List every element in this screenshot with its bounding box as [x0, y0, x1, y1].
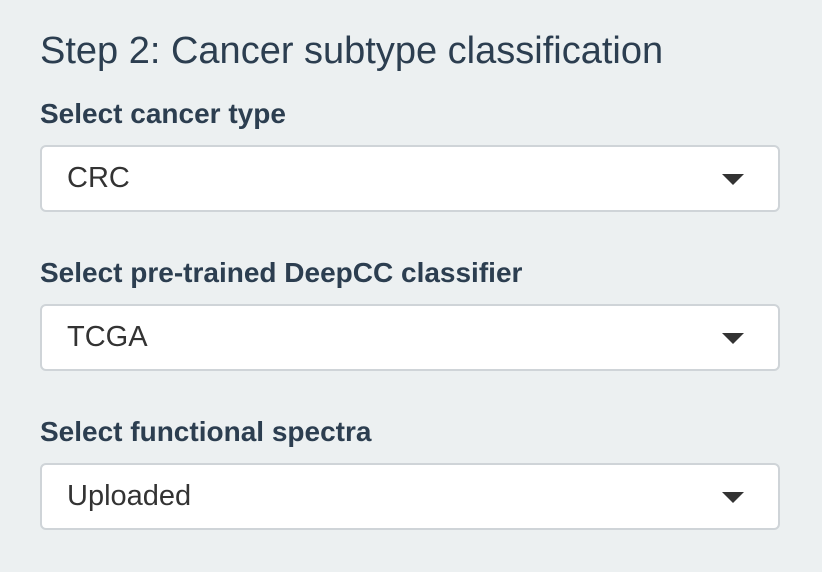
cancer-type-selected-value: CRC — [67, 162, 130, 194]
classifier-label: Select pre-trained DeepCC classifier — [40, 257, 523, 288]
classifier-select[interactable]: TCGA — [40, 304, 780, 371]
caret-down-icon — [722, 333, 744, 344]
caret-down-icon — [722, 174, 744, 185]
cancer-type-label: Select cancer type — [40, 98, 286, 129]
caret-down-icon — [722, 492, 744, 503]
classifier-selected-value: TCGA — [67, 321, 148, 353]
cancer-type-select[interactable]: CRC — [40, 145, 780, 212]
functional-spectra-select[interactable]: Uploaded — [40, 463, 780, 530]
step-title: Step 2: Cancer subtype classification — [40, 30, 664, 72]
functional-spectra-label: Select functional spectra — [40, 416, 372, 447]
functional-spectra-selected-value: Uploaded — [67, 480, 192, 512]
